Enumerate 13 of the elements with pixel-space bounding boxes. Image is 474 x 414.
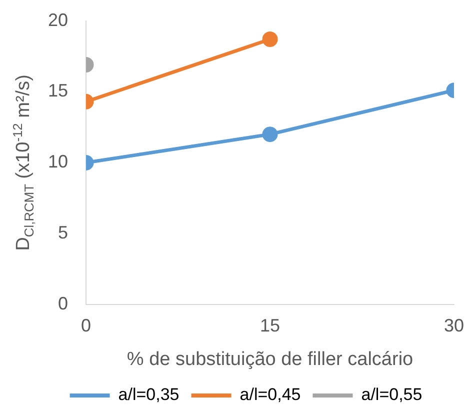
y-tick-label: 0	[58, 294, 68, 314]
legend-label: a/l=0,55	[361, 385, 422, 404]
y-tick-label: 10	[48, 152, 68, 172]
y-tick-label: 5	[58, 222, 68, 243]
legend-label: a/l=0,45	[240, 385, 301, 404]
y-tick-label: 20	[48, 10, 68, 30]
y-axis-title: DCl,RCMT (x10-12 m²/s)	[10, 74, 36, 251]
x-tick-label: 30	[444, 315, 464, 336]
legend-label: a/l=0,35	[118, 385, 180, 404]
x-axis-title: % de substituição de filler calcário	[126, 348, 414, 370]
y-tick-label: 15	[48, 80, 68, 101]
x-tick-label: 0	[81, 315, 92, 336]
x-tick-label: 15	[260, 315, 280, 336]
